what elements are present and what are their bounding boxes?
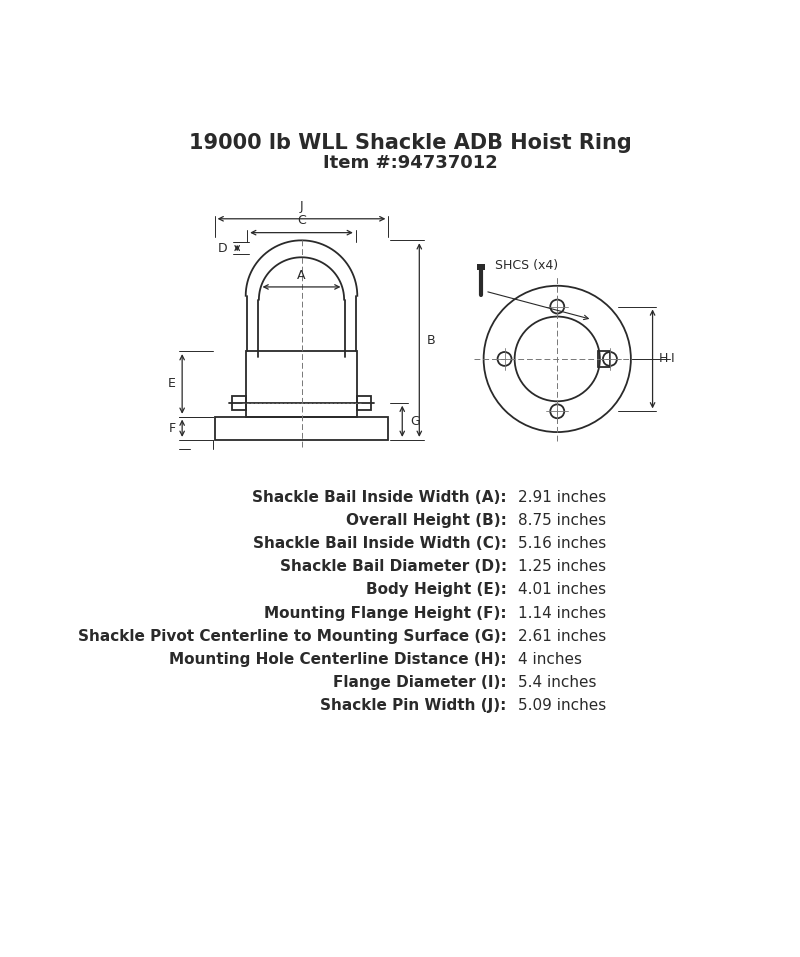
Text: 2.61 inches: 2.61 inches bbox=[518, 629, 606, 644]
Text: 4 inches: 4 inches bbox=[518, 652, 582, 667]
Bar bbox=[358, 396, 371, 410]
Text: Mounting Hole Centerline Distance (H):: Mounting Hole Centerline Distance (H): bbox=[170, 652, 507, 667]
Text: 1.14 inches: 1.14 inches bbox=[518, 606, 606, 620]
Bar bbox=[246, 351, 358, 416]
Text: 1.25 inches: 1.25 inches bbox=[518, 559, 606, 574]
Text: Shackle Pin Width (J):: Shackle Pin Width (J): bbox=[321, 698, 507, 713]
Text: D: D bbox=[218, 241, 227, 255]
Text: H: H bbox=[658, 352, 668, 366]
Text: A: A bbox=[298, 269, 306, 281]
Text: G: G bbox=[410, 414, 420, 428]
Text: Shackle Bail Inside Width (A):: Shackle Bail Inside Width (A): bbox=[252, 490, 507, 505]
Text: 2.91 inches: 2.91 inches bbox=[518, 490, 606, 505]
Text: I: I bbox=[671, 352, 675, 366]
Text: Item #:94737012: Item #:94737012 bbox=[322, 153, 498, 171]
Text: 4.01 inches: 4.01 inches bbox=[518, 583, 606, 597]
Text: E: E bbox=[168, 377, 176, 390]
Bar bbox=[232, 396, 246, 410]
Bar bbox=[478, 264, 485, 271]
Text: C: C bbox=[297, 214, 306, 227]
Bar bbox=[214, 416, 388, 440]
Text: 5.4 inches: 5.4 inches bbox=[518, 675, 597, 690]
Text: 8.75 inches: 8.75 inches bbox=[518, 513, 606, 528]
Text: Shackle Pivot Centerline to Mounting Surface (G):: Shackle Pivot Centerline to Mounting Sur… bbox=[78, 629, 507, 644]
Text: F: F bbox=[169, 422, 176, 434]
Text: Flange Diameter (I):: Flange Diameter (I): bbox=[334, 675, 507, 690]
Text: 19000 lb WLL Shackle ADB Hoist Ring: 19000 lb WLL Shackle ADB Hoist Ring bbox=[189, 133, 631, 153]
Text: Shackle Bail Diameter (D):: Shackle Bail Diameter (D): bbox=[280, 559, 507, 574]
Text: J: J bbox=[300, 200, 303, 212]
Text: Body Height (E):: Body Height (E): bbox=[366, 583, 507, 597]
Bar bbox=[598, 351, 610, 367]
Text: SHCS (x4): SHCS (x4) bbox=[495, 259, 558, 272]
Text: 5.16 inches: 5.16 inches bbox=[518, 536, 606, 551]
Text: Shackle Bail Inside Width (C):: Shackle Bail Inside Width (C): bbox=[253, 536, 507, 551]
Text: 5.09 inches: 5.09 inches bbox=[518, 698, 606, 713]
Text: Overall Height (B):: Overall Height (B): bbox=[346, 513, 507, 528]
Text: B: B bbox=[427, 334, 436, 346]
Text: Mounting Flange Height (F):: Mounting Flange Height (F): bbox=[264, 606, 507, 620]
